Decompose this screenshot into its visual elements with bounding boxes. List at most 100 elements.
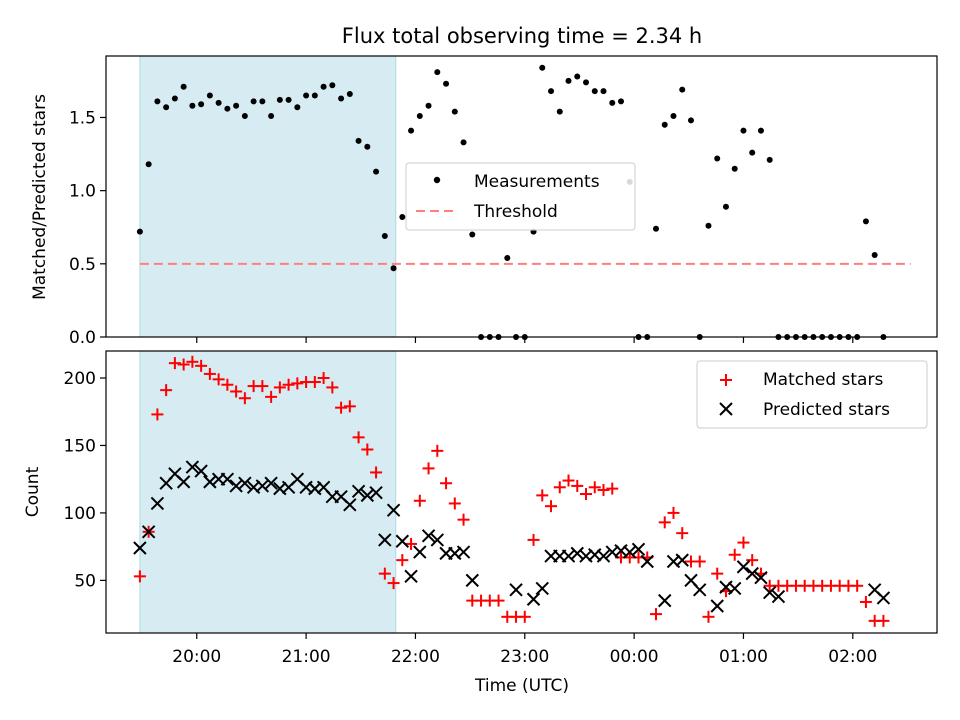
measurement-point [285,96,292,103]
measurement-point [180,83,187,90]
measurement-point [539,64,546,71]
matched-point [658,516,671,529]
matched-point [282,378,295,391]
measurement-point [731,165,738,172]
matched-point [195,359,208,372]
predicted-point [675,553,689,567]
predicted-point [596,549,611,563]
predicted-point [351,484,366,499]
bottom-x-ticks: 20:00 21:00 22:00 23:00 00:00 01:00 02:00 [172,633,877,667]
matched-point [186,355,199,368]
predicted-point [176,475,191,489]
predicted-point [194,464,208,478]
matched-point [308,376,321,389]
measurement-point [145,161,152,168]
matched-point [378,567,391,580]
matched-point [457,513,470,526]
matched-point [413,494,426,507]
matched-point [676,527,689,540]
measurement-point [364,143,371,150]
predicted-point [771,589,786,604]
matched-point [238,392,251,405]
measurement-point [443,80,450,87]
top-y-axis-label: Matched/Predicted stars [30,94,50,300]
matched-point [160,384,173,397]
predicted-point [526,592,541,606]
measurement-point [171,95,178,102]
measurement-point [416,113,423,120]
matched-point [851,579,864,592]
matched-point [562,474,575,487]
measurement-point [268,113,275,120]
measurement-point [652,225,659,232]
predicted-point [413,545,427,559]
measurement-point [250,98,257,105]
matched-point [702,610,715,623]
measurement-point [408,127,415,134]
x-tick-label: 22:00 [391,647,440,667]
predicted-point [736,560,751,574]
y-tick-label: 1.0 [69,182,96,202]
top-measurement-points [136,64,887,340]
measurement-point [862,218,869,225]
matched-point [877,614,890,627]
top-x-ticks [196,337,854,343]
predicted-point [185,460,200,474]
predicted-point [762,585,777,600]
matched-point [693,555,706,568]
matched-point [422,462,435,475]
matched-point [256,380,269,393]
measurement-point [583,79,590,86]
measurement-point [670,113,677,120]
measurement-point [600,88,607,95]
measurement-point [198,101,205,108]
chart-title: Flux total observing time = 2.34 h [342,24,702,48]
predicted-point [658,593,672,608]
measurement-point [451,108,458,115]
matched-point [317,371,330,384]
measurement-point [757,127,764,134]
predicted-point [421,529,436,543]
bottom-count-points [133,355,891,627]
predicted-point [360,488,375,503]
matched-point [361,443,374,456]
measurement-point [329,82,336,89]
measurement-point [390,265,397,272]
measurement-point [714,155,721,162]
matched-point [343,400,356,413]
bottom-y-ticks: 50 100 150 200 [64,369,106,591]
panel-top: 0.0 0.5 1.0 1.5 Matched/Predicted stars Mea… [30,55,938,348]
measurement-point [434,69,441,76]
measurement-point [618,98,625,105]
matched-point [553,481,566,494]
x-tick-label: 23:00 [500,647,549,667]
matched-point [203,367,216,380]
measurement-point [294,104,301,111]
predicted-point [395,534,410,548]
matched-point [133,570,146,583]
predicted-point [133,541,147,555]
legend-matched-marker [720,374,732,386]
bottom-axes-frame [105,350,938,634]
legend-matched-label: Matched stars [763,370,883,390]
measurement-point [346,91,353,98]
predicted-point [561,549,576,563]
top-shaded-interval [139,55,397,338]
matched-point [597,483,610,496]
predicted-point [229,479,243,493]
legend-predicted-marker [719,402,733,416]
x-tick-label: 02:00 [828,647,877,667]
measurement-point [215,99,222,106]
measurement-point [425,102,432,109]
matched-point [177,358,190,371]
measurement-point [311,92,318,99]
legend-measurements-label: Measurements [474,172,600,192]
top-y-ticks: 0.0 0.5 1.0 1.5 [69,108,106,348]
predicted-point [693,583,707,597]
predicted-point [728,581,742,596]
measurement-point [749,149,756,156]
y-tick-label: 0.0 [69,328,96,348]
measurement-point [679,86,686,93]
matched-point [649,608,662,621]
measurement-point [687,117,694,124]
